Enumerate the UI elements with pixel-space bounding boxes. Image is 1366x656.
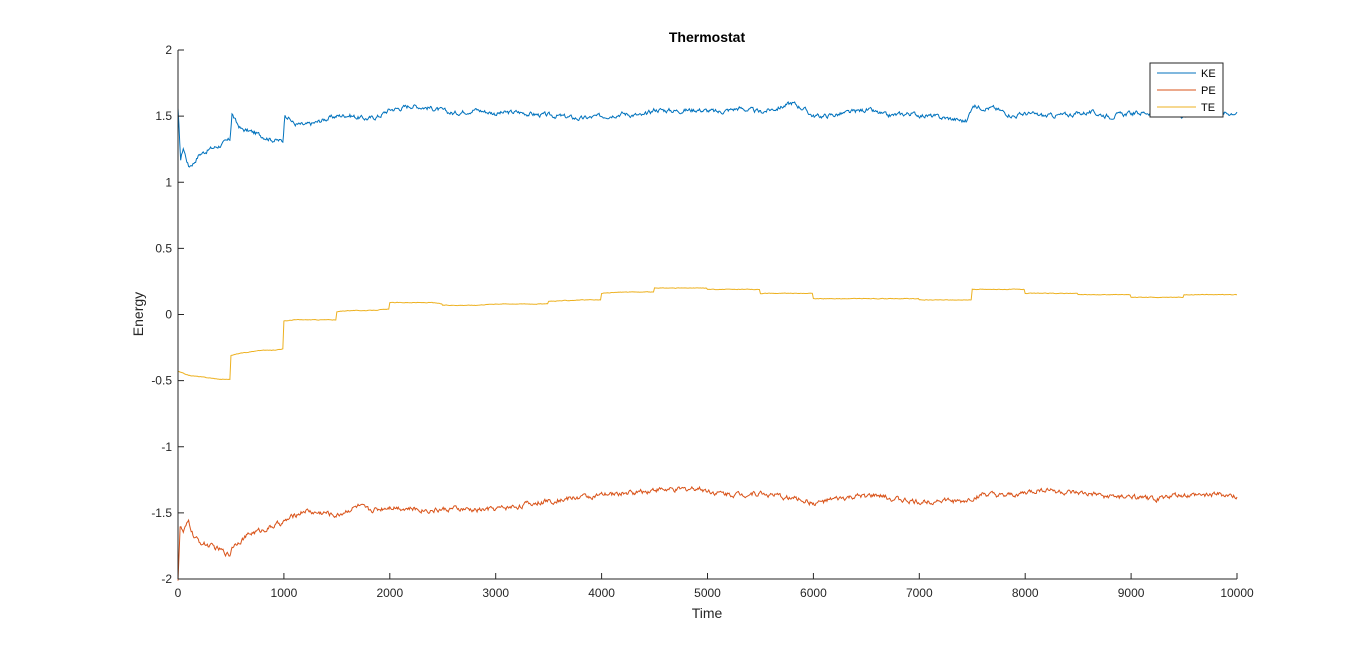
x-tick-label: 9000 bbox=[1118, 586, 1145, 600]
series-line-pe bbox=[177, 485, 1238, 581]
y-tick-label: -1 bbox=[161, 440, 172, 454]
legend: KE PE TE bbox=[1149, 62, 1224, 118]
y-tick-label: 1 bbox=[165, 175, 172, 189]
plot-area bbox=[178, 50, 1237, 579]
y-tick-label: 0 bbox=[165, 308, 172, 322]
x-tick-label: 6000 bbox=[800, 586, 827, 600]
y-tick-label: -0.5 bbox=[151, 374, 172, 388]
y-tick-label: 2 bbox=[165, 43, 172, 57]
y-tick-label: 0.5 bbox=[155, 241, 172, 255]
x-tick-label: 5000 bbox=[694, 586, 721, 600]
y-tick-label: 1.5 bbox=[155, 109, 172, 123]
legend-label-pe: PE bbox=[1201, 85, 1216, 97]
series-layer bbox=[177, 100, 1238, 581]
x-tick-label: 10000 bbox=[1220, 586, 1254, 600]
y-tick-label: -2 bbox=[161, 572, 172, 586]
x-tick-label: 0 bbox=[175, 586, 182, 600]
x-tick-label: 2000 bbox=[376, 586, 403, 600]
y-ticks: -2 -1.5 -1 -0.5 0 0.5 1 1.5 2 bbox=[151, 43, 184, 586]
series-line-ke bbox=[177, 100, 1238, 168]
legend-entries: KE PE TE bbox=[1157, 68, 1216, 114]
legend-label-te: TE bbox=[1201, 102, 1215, 114]
x-tick-label: 7000 bbox=[906, 586, 933, 600]
y-tick-label: -1.5 bbox=[151, 506, 172, 520]
x-tick-label: 4000 bbox=[588, 586, 615, 600]
x-tick-label: 1000 bbox=[271, 586, 298, 600]
x-axis-label: Time bbox=[692, 605, 723, 621]
chart-title: Thermostat bbox=[669, 29, 746, 45]
x-tick-label: 8000 bbox=[1012, 586, 1039, 600]
x-ticks: 0 1000 2000 3000 4000 5000 6000 7000 8000 9000 100… bbox=[175, 573, 1254, 600]
y-axis-label: Energy bbox=[130, 292, 146, 336]
series-line-te bbox=[177, 287, 1238, 381]
legend-label-ke: KE bbox=[1201, 68, 1216, 80]
x-tick-label: 3000 bbox=[482, 586, 509, 600]
